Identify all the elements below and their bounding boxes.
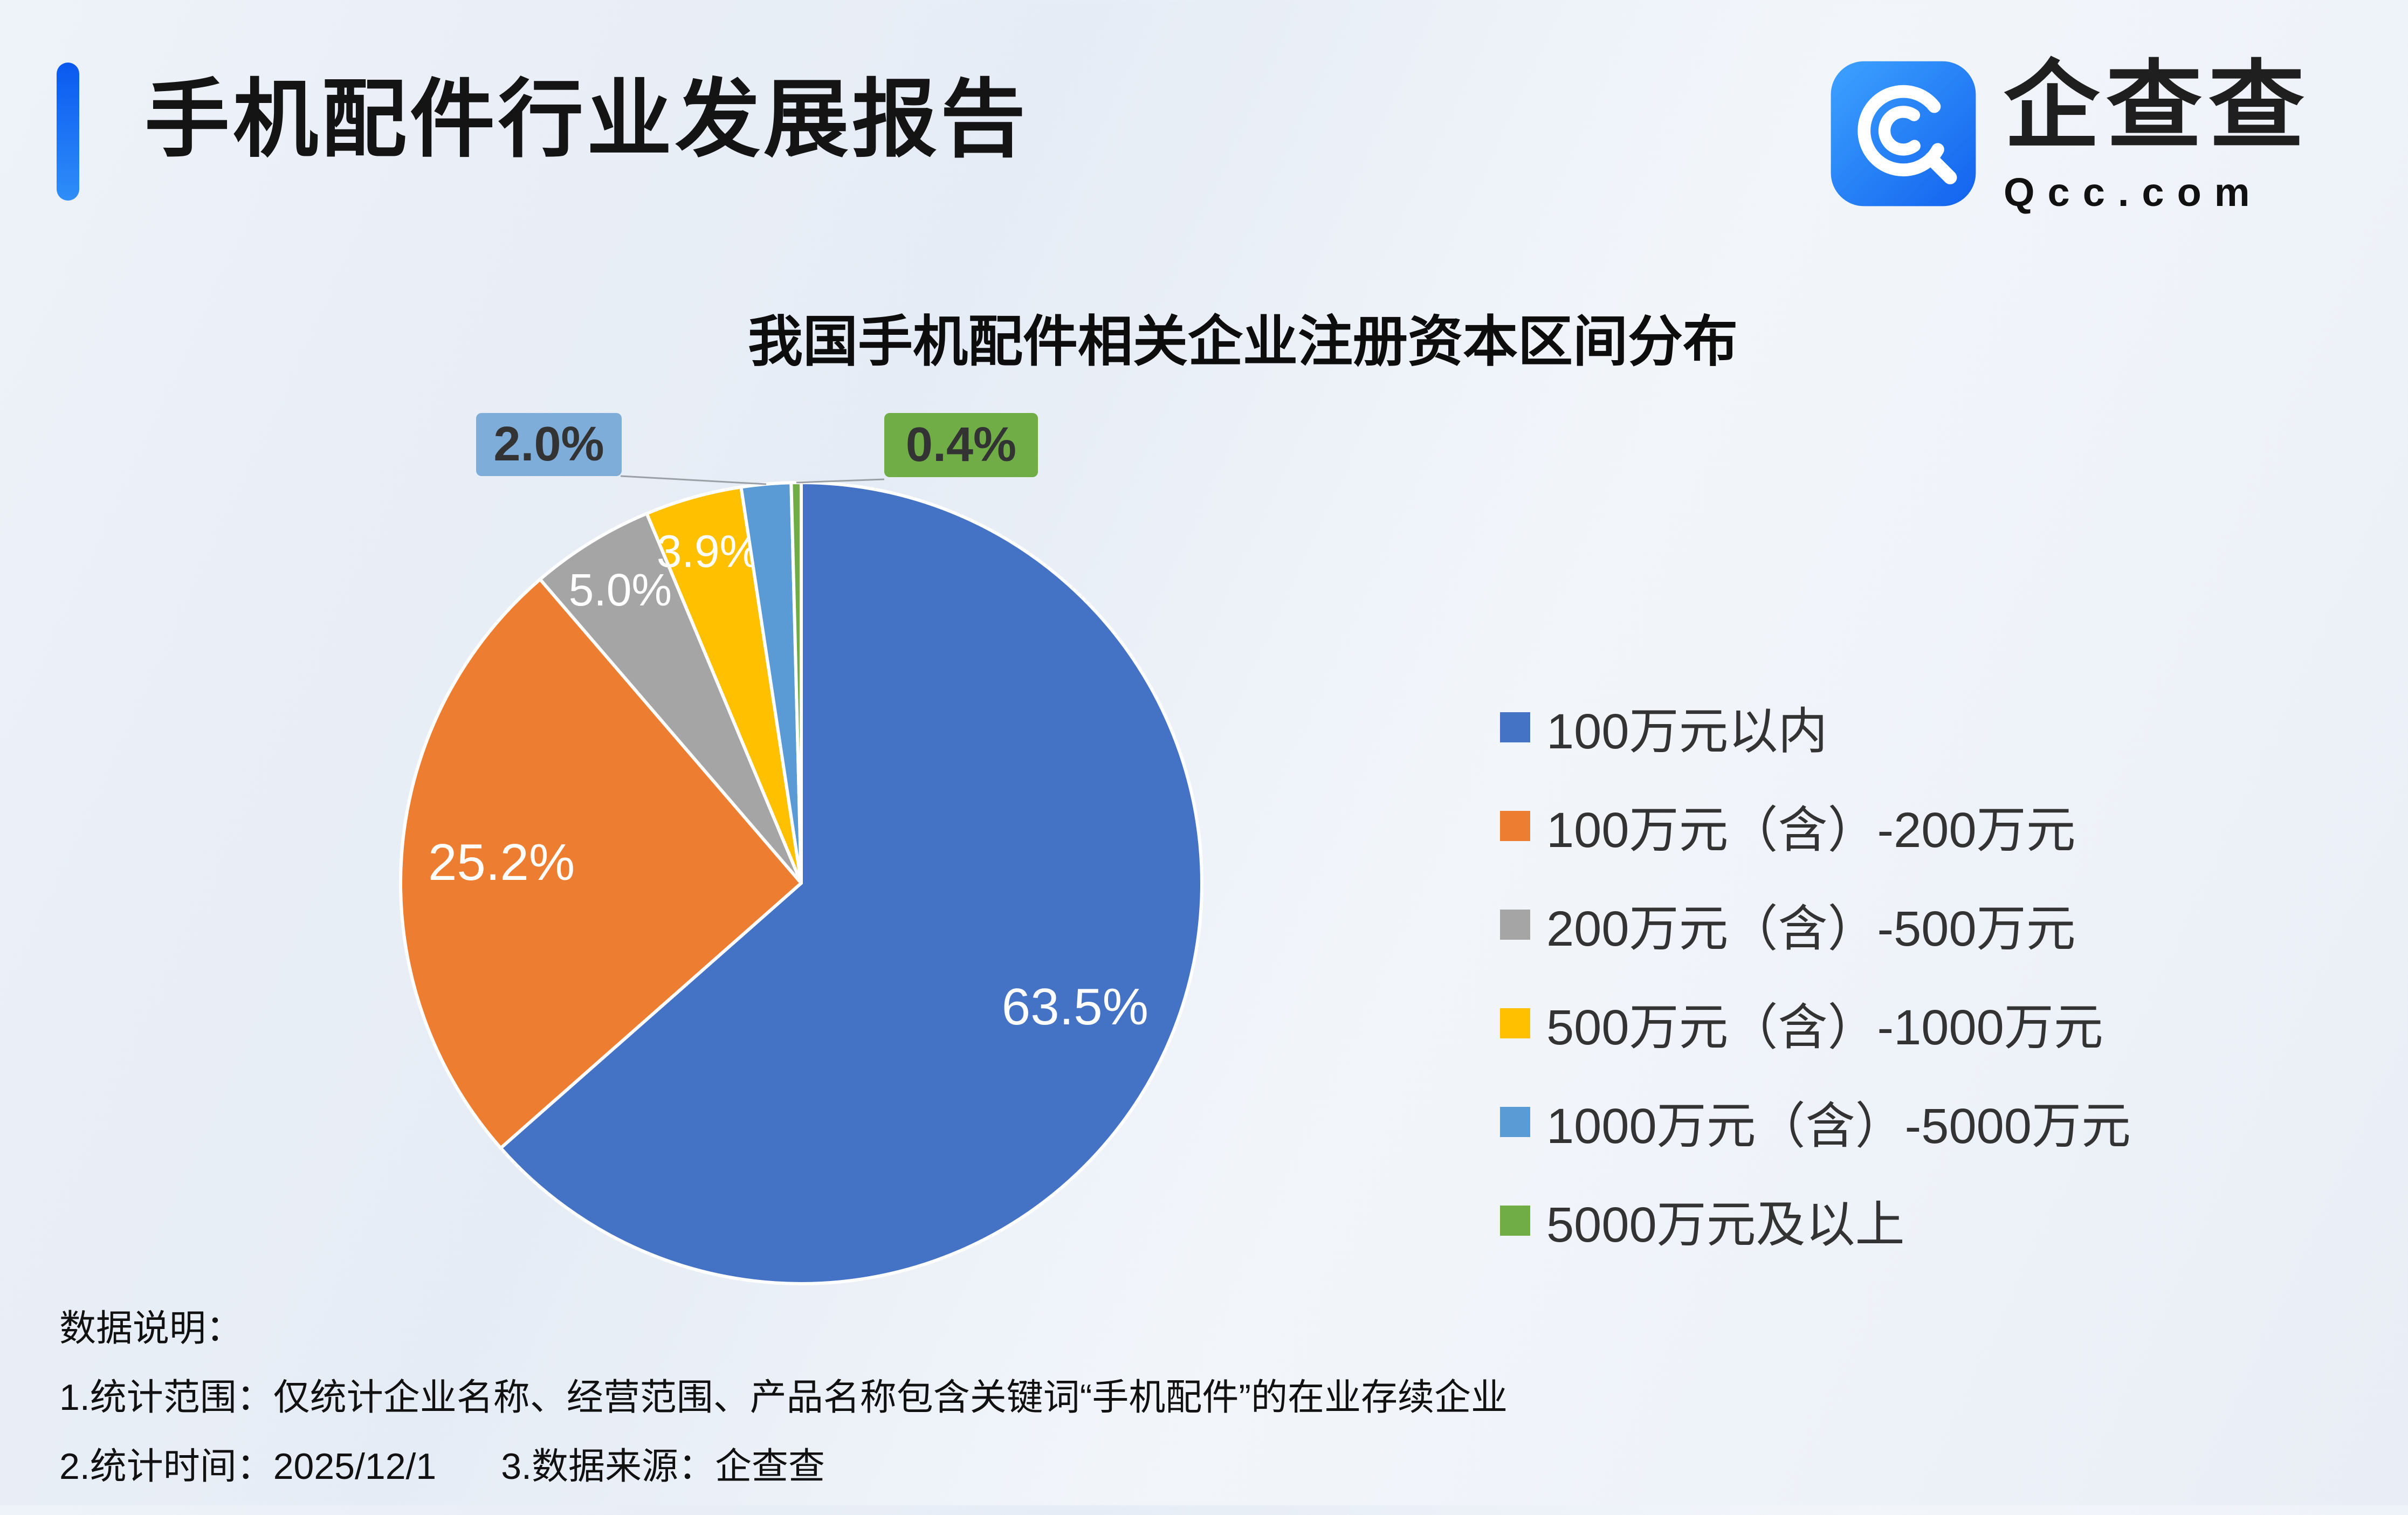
footnotes: 数据说明： 1.统计范围：仅统计企业名称、经营范围、产品名称包含关键词“手机配件… [59, 1307, 1508, 1515]
legend-item: 100万元（含）-200万元 [1500, 790, 2131, 862]
pie-slice [399, 577, 803, 1150]
pie-slice-label: 3.9% [657, 526, 760, 577]
legend-swatch [1500, 1106, 1530, 1137]
legend-swatch [1500, 909, 1530, 940]
qcc-logo-icon [1828, 58, 1979, 209]
pie-slice [538, 512, 803, 885]
qcc-logo-text: 企查查 Qcc.com [2004, 58, 2311, 215]
qcc-logo: 企查查 Qcc.com [1828, 58, 2311, 215]
title-accent-bar [57, 63, 79, 201]
chart-title: 我国手机配件相关企业注册资本区间分布 [748, 311, 1738, 373]
callout-label-1000-5000: 2.0% [476, 413, 622, 476]
legend-label: 5000万元及以上 [1546, 1197, 1905, 1252]
legend-item: 100万元以内 [1500, 691, 2131, 763]
footnote-scope: 1.统计范围：仅统计企业名称、经营范围、产品名称包含关键词“手机配件”的在业存续… [59, 1377, 1508, 1418]
pie-chart: 63.5% 25.2% 5.0%3.9% [399, 475, 1203, 1285]
legend-item: 5000万元及以上 [1500, 1185, 2131, 1256]
pie-slice-label: 63.5% [1002, 978, 1148, 1036]
brand-name: 企查查 [2004, 52, 2311, 160]
pie-slice [645, 485, 803, 885]
footnote-source: 3.数据来源：企查查 [501, 1446, 825, 1488]
brand-domain: Qcc.com [2004, 170, 2263, 215]
callout-leader-line [796, 478, 885, 484]
legend-label: 200万元（含）-500万元 [1546, 901, 2076, 956]
report-title: 手机配件行业发展报告 [145, 72, 1029, 167]
legend-swatch [1500, 1008, 1530, 1038]
legend-item: 1000万元（含）-5000万元 [1500, 1086, 2131, 1158]
legend-label: 100万元以内 [1546, 704, 1828, 759]
callout-label-5000-plus: 0.4% [884, 413, 1038, 477]
pie-slice [499, 481, 1203, 1285]
chart-legend: 100万元以内 100万元（含）-200万元 200万元（含）-500万元 500万元… [1500, 691, 2131, 1283]
legend-item: 200万元（含）-500万元 [1500, 889, 2131, 960]
legend-swatch [1500, 712, 1530, 742]
footnote-row: 2.统计时间：2025/12/1 3.数据来源：企查查 [59, 1445, 1508, 1488]
legend-label: 100万元（含）-200万元 [1546, 803, 2076, 858]
legend-swatch [1500, 810, 1530, 841]
legend-swatch [1500, 1205, 1530, 1236]
footnote-heading: 数据说明： [59, 1308, 243, 1349]
pie-slice-label: 5.0% [569, 564, 672, 615]
legend-item: 500万元（含）-1000万元 [1500, 987, 2131, 1059]
footnote-date: 2.统计时间：2025/12/1 [59, 1446, 437, 1488]
legend-label: 500万元（含）-1000万元 [1546, 1000, 2103, 1055]
pie-slice-label: 25.2% [428, 834, 575, 891]
callout-leader-line [620, 475, 767, 485]
legend-label: 1000万元（含）-5000万元 [1546, 1099, 2131, 1154]
